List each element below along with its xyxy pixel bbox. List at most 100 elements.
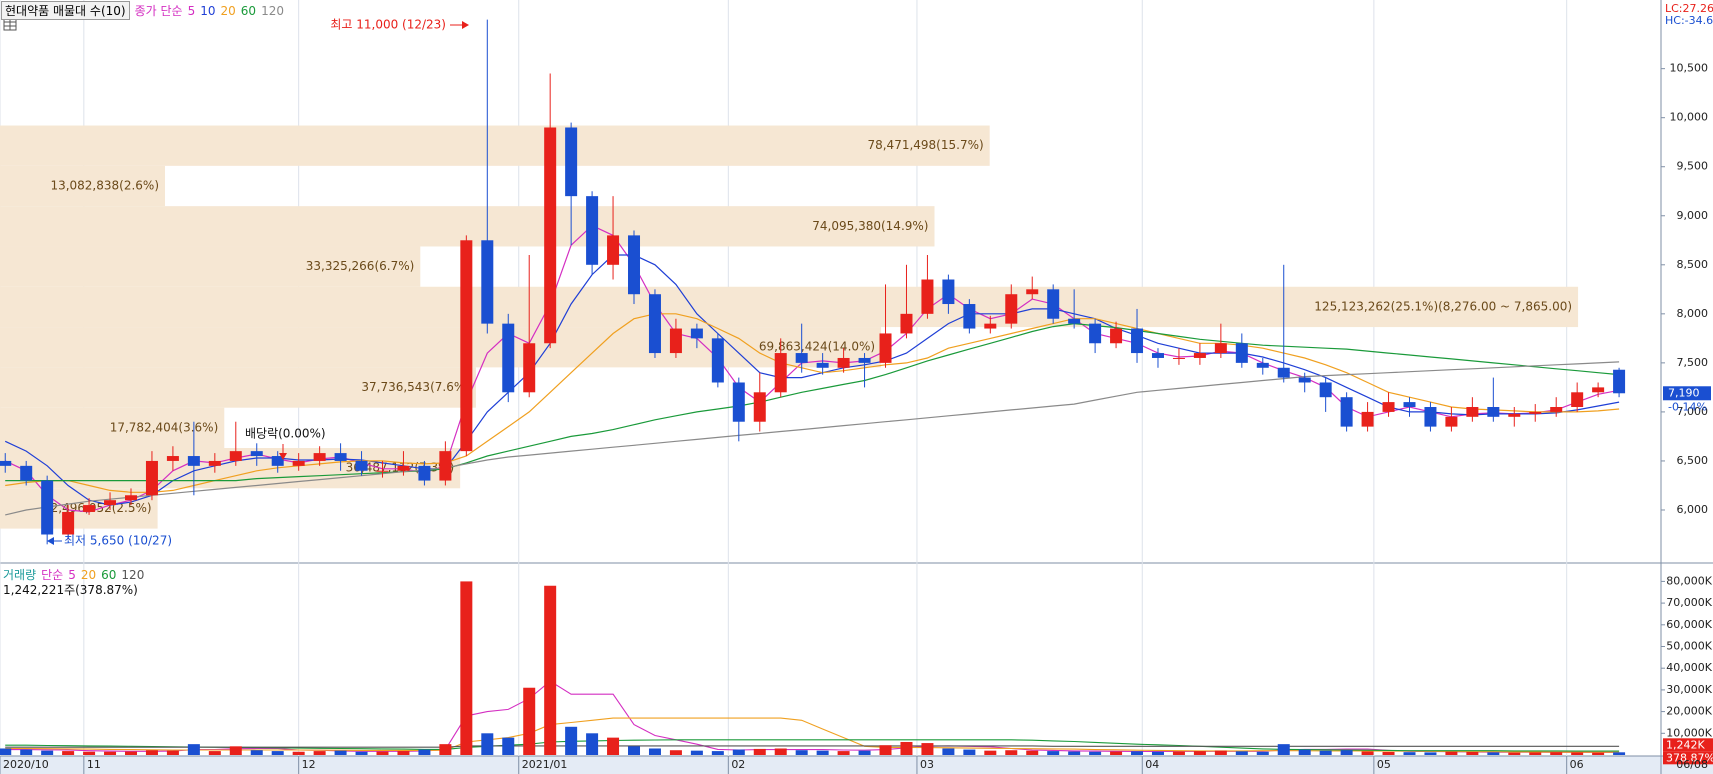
low-arrow-head [47, 537, 54, 545]
volume-bar [334, 750, 347, 755]
candle-body [774, 353, 787, 393]
change-label: -0.14% [1668, 400, 1707, 413]
y-tick-label: 70,000K [1666, 596, 1712, 609]
candle-body [1340, 397, 1353, 427]
volume-bar [1613, 752, 1626, 755]
volume-bar [1298, 749, 1311, 755]
profile-label: 74,095,380(14.9%) [812, 219, 928, 233]
hc-label: HC:-34.6 [1665, 14, 1713, 27]
candle-body [124, 495, 137, 501]
candle-body [1382, 402, 1395, 412]
candle-body [313, 453, 326, 461]
volume-legend-label: 단순 [41, 568, 64, 582]
volume-bar [523, 687, 536, 755]
candle-body [502, 323, 515, 393]
volume-bar [648, 748, 661, 755]
volume-bar [1445, 751, 1458, 755]
volume-bar [1361, 751, 1374, 755]
volume-bar [355, 751, 368, 755]
x-tick-label: 05 [1377, 758, 1391, 771]
price-legend: 현대약품 매물대 수(10) 종가 단순 5 10 20 60 120 [1, 1, 284, 20]
volume-bar [313, 751, 326, 755]
volume-tag [1663, 738, 1713, 752]
volume-bar [1319, 750, 1332, 755]
y-tick-label: 9,000 [1677, 209, 1709, 222]
last-date-label: 06/08 [1676, 758, 1708, 771]
candle-body [858, 357, 871, 363]
volume-bar [753, 748, 766, 755]
candle-body [83, 505, 96, 512]
candle-body [1005, 294, 1018, 324]
axes: 2020/10 11 12 2021/01 02 03 04 05 06 6,000 6,500 7,… [0, 62, 1713, 774]
volume-bar [145, 750, 158, 755]
profile-band [0, 407, 225, 448]
legend-item: 10 [200, 3, 216, 18]
candle-body [1613, 369, 1626, 394]
candle-body [1172, 357, 1185, 359]
volume-bar [1110, 751, 1123, 755]
volume-bar [963, 749, 976, 755]
x-tick-label: 2020/10 [3, 758, 49, 771]
candle-body [1110, 328, 1123, 344]
volume-bar [1151, 751, 1164, 755]
volume-bar [984, 750, 997, 755]
y-tick-label: 30,000K [1666, 683, 1712, 696]
candle-body [208, 460, 221, 466]
candle-body [837, 357, 850, 368]
candle-body [397, 465, 410, 471]
high-arrow-head [462, 21, 469, 29]
volume-bar [187, 744, 200, 755]
volume-title: 거래량 [3, 568, 37, 582]
volume-bar [921, 743, 934, 755]
y-tick-label: 7,000 [1677, 405, 1709, 418]
volume-bar [1508, 752, 1521, 755]
volume-bar [1193, 751, 1206, 755]
y-tick-label: 80,000K [1666, 574, 1712, 587]
candle-body [816, 362, 829, 368]
y-tick-label: 6,000 [1677, 503, 1709, 516]
candle-body [334, 453, 347, 461]
indicator-title[interactable]: 현대약품 매물대 수(10) [1, 1, 130, 20]
candle-body [229, 451, 242, 461]
profile-label: 33,325,266(6.7%) [306, 259, 415, 273]
high-note: 최고 11,000 (12/23) [330, 18, 446, 32]
volume-ma-line [5, 680, 1620, 753]
candle-body [1403, 402, 1416, 408]
ma-line [5, 322, 1620, 482]
ratio-tag [1663, 751, 1713, 765]
volume-bar [1382, 751, 1395, 755]
legend-item: 5 [187, 3, 196, 18]
y-tick-label: 60,000K [1666, 618, 1712, 631]
profile-band [0, 165, 166, 207]
y-tick-label: 10,000 [1670, 111, 1709, 124]
candle-body [921, 279, 934, 314]
candle-body [628, 235, 641, 295]
candle-body [41, 480, 54, 535]
volume-bar [0, 748, 12, 755]
candle-body [1068, 318, 1081, 324]
y-tick-label: 40,000K [1666, 661, 1712, 674]
volume-bar [1466, 751, 1479, 755]
volume-bar [816, 750, 829, 755]
candle-body [942, 279, 955, 305]
candle-body [1089, 323, 1102, 344]
profile-band [0, 246, 421, 287]
volume-tag-label: 1,242K [1666, 738, 1705, 751]
volume-bar [20, 749, 33, 755]
volume-bar [795, 750, 808, 755]
x-axis-strip [0, 756, 1713, 774]
candle-body [481, 240, 494, 324]
candle-body [1550, 407, 1563, 412]
profile-band [0, 327, 882, 368]
x-tick-label: 02 [731, 758, 745, 771]
volume-bar [1277, 744, 1290, 755]
y-tick-label: 20,000K [1666, 705, 1712, 718]
volume-bars [0, 581, 1626, 755]
x-tick-label: 04 [1145, 758, 1159, 771]
profile-band [0, 367, 476, 408]
volume-bar [628, 746, 641, 755]
volume-bar [1068, 751, 1081, 755]
candle-body [1151, 353, 1164, 358]
volume-bar [1026, 750, 1039, 755]
